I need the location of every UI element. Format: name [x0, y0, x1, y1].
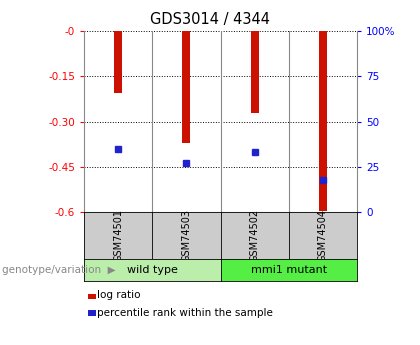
Bar	[114, 31, 122, 93]
Text: genotype/variation  ▶: genotype/variation ▶	[2, 265, 116, 275]
Text: percentile rank within the sample: percentile rank within the sample	[97, 308, 273, 318]
Text: GSM74502: GSM74502	[249, 209, 260, 262]
Text: GSM74503: GSM74503	[181, 209, 192, 262]
Text: GSM74504: GSM74504	[318, 209, 328, 262]
Text: GSM74501: GSM74501	[113, 209, 123, 262]
Bar	[319, 31, 327, 211]
Text: mmi1 mutant: mmi1 mutant	[251, 265, 327, 275]
Text: log ratio: log ratio	[97, 289, 141, 299]
Text: wild type: wild type	[127, 265, 178, 275]
Bar	[182, 31, 191, 143]
Bar	[251, 31, 259, 112]
Text: GDS3014 / 4344: GDS3014 / 4344	[150, 12, 270, 27]
